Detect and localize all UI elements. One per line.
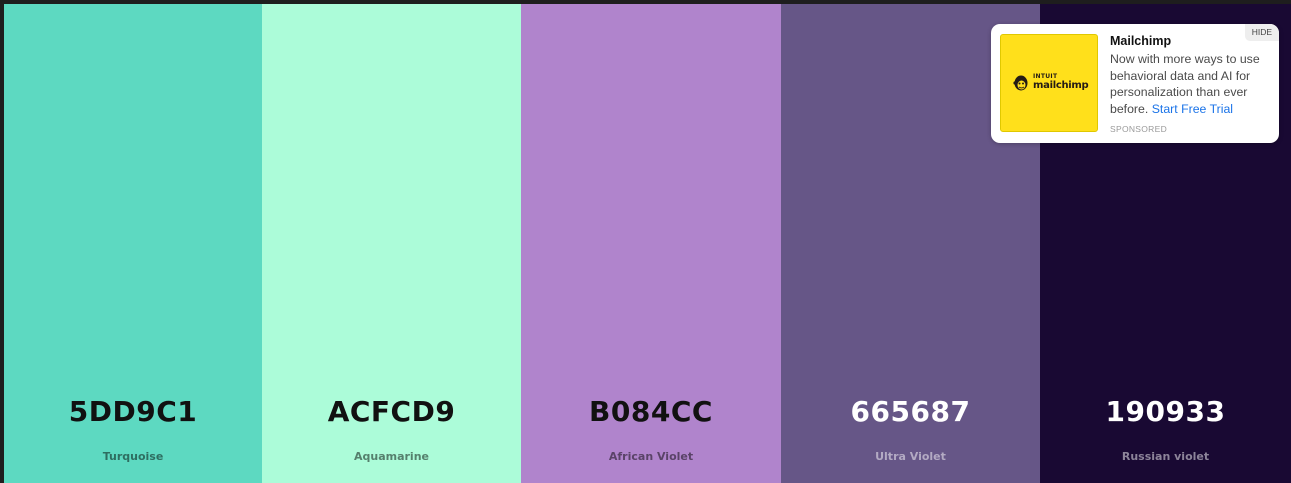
color-name: Aquamarine	[353, 450, 429, 463]
color-swatch-turquoise[interactable]: 5DD9C1 Turquoise	[4, 4, 262, 483]
color-name: Ultra Violet	[875, 450, 946, 463]
mailchimp-freddie-icon	[1013, 75, 1028, 91]
ad-body: Now with more ways to use behavioral dat…	[1110, 51, 1272, 117]
hide-ad-button[interactable]: HIDE	[1244, 24, 1279, 41]
color-palette: 5DD9C1 Turquoise ACFCD9 Aquamarine B084C…	[4, 4, 1291, 483]
logo-text-bottom: mailchimp	[1033, 80, 1089, 91]
ad-title[interactable]: Mailchimp	[1110, 34, 1172, 48]
hex-code[interactable]: B084CC	[589, 395, 713, 428]
hex-code[interactable]: 5DD9C1	[68, 395, 198, 428]
sponsored-label: SPONSORED	[1110, 124, 1168, 134]
start-free-trial-link[interactable]: Start Free Trial	[1151, 101, 1234, 116]
color-name: African Violet	[608, 450, 694, 463]
logo-mark: INTUIT mailchimp	[1011, 70, 1089, 98]
color-name: Turquoise	[102, 450, 164, 463]
color-swatch-african-violet[interactable]: B084CC African Violet	[521, 4, 781, 483]
ad-body-text: Now with more ways to use behavioral dat…	[1110, 52, 1260, 116]
mailchimp-logo[interactable]: INTUIT mailchimp	[1000, 34, 1098, 132]
hex-code[interactable]: ACFCD9	[327, 395, 456, 428]
color-swatch-aquamarine[interactable]: ACFCD9 Aquamarine	[262, 4, 521, 483]
color-name: Russian violet	[1121, 450, 1210, 463]
logo-text-top: INTUIT	[1033, 73, 1058, 80]
hex-code[interactable]: 190933	[1105, 395, 1226, 428]
sponsored-ad-card[interactable]: INTUIT mailchimp Mailchimp Now with more…	[991, 24, 1279, 143]
hex-code[interactable]: 665687	[850, 395, 971, 428]
